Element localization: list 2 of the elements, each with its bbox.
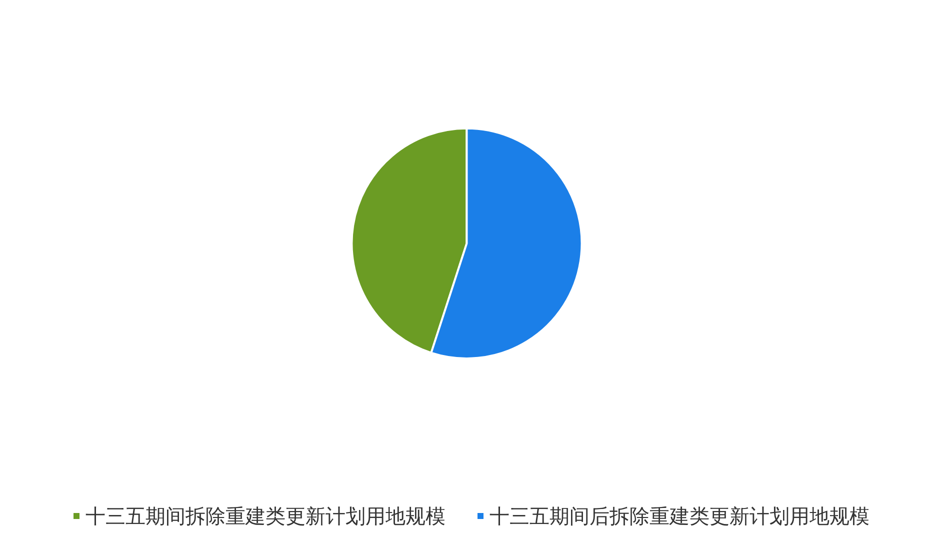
legend-label: 十三五期间后拆除重建类更新计划用地规模 bbox=[490, 504, 870, 528]
legend-label: 十三五期间拆除重建类更新计划用地规模 bbox=[86, 504, 446, 528]
